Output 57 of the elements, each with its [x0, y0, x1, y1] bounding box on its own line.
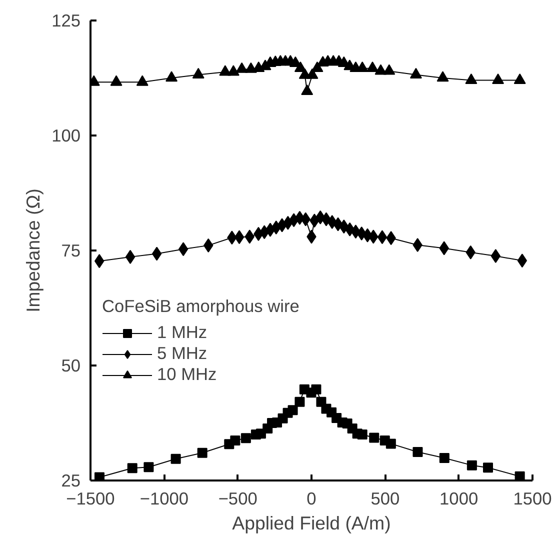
y-tick-label: 25 [61, 470, 81, 490]
y-tick-label: 100 [52, 126, 81, 146]
x-tick-label: 0 [306, 488, 316, 508]
x-tick-label: −500 [218, 488, 258, 508]
point [436, 71, 449, 82]
point [369, 432, 380, 443]
point [483, 462, 494, 473]
y-tick-label: 75 [61, 240, 81, 260]
legend-title: CoFeSiB amorphous wire [102, 296, 300, 317]
point [383, 64, 396, 75]
point [301, 84, 314, 96]
x-tick-label: 1000 [440, 488, 478, 508]
point [374, 64, 387, 75]
point [110, 75, 122, 86]
point [197, 448, 208, 458]
x-tick-label: −1500 [66, 488, 115, 508]
point [386, 438, 396, 449]
point [439, 452, 450, 463]
legend-label: 1 MHz [157, 322, 208, 343]
point [178, 242, 188, 256]
point [366, 61, 378, 72]
point [294, 396, 305, 407]
point [306, 68, 318, 79]
point [144, 462, 154, 472]
legend-label: 5 MHz [157, 343, 208, 364]
x-tick-label: 500 [370, 488, 400, 508]
point [192, 68, 204, 78]
legend-label: 10 MHz [157, 364, 217, 385]
point [465, 73, 478, 84]
y-tick-label: 125 [52, 10, 81, 30]
point [152, 246, 162, 261]
point [236, 62, 248, 73]
point [357, 430, 368, 440]
point [240, 433, 251, 444]
point [492, 73, 504, 84]
point [377, 230, 388, 244]
point [514, 73, 526, 84]
point [136, 75, 148, 86]
point [466, 460, 477, 470]
x-axis-title: Applied Field (A/m) [232, 512, 391, 534]
point [125, 250, 136, 264]
point [234, 230, 244, 244]
point [170, 454, 181, 464]
point [288, 405, 298, 416]
point [311, 61, 324, 72]
point [410, 68, 422, 78]
point [230, 435, 240, 446]
x-tick-label: 1500 [513, 488, 552, 508]
point [311, 384, 322, 394]
x-tick-label: −1000 [140, 488, 189, 508]
point [517, 254, 528, 268]
point [412, 446, 423, 457]
point [227, 65, 240, 76]
y-axis-title: Impedance (Ω) [22, 188, 44, 312]
point [127, 463, 138, 474]
point [166, 71, 178, 82]
y-tick-label: 50 [61, 356, 81, 376]
